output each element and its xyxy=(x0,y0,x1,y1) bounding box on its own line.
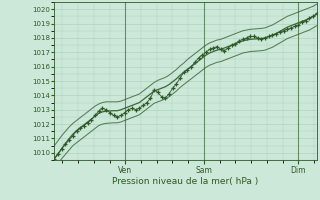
X-axis label: Pression niveau de la mer( hPa ): Pression niveau de la mer( hPa ) xyxy=(112,177,259,186)
